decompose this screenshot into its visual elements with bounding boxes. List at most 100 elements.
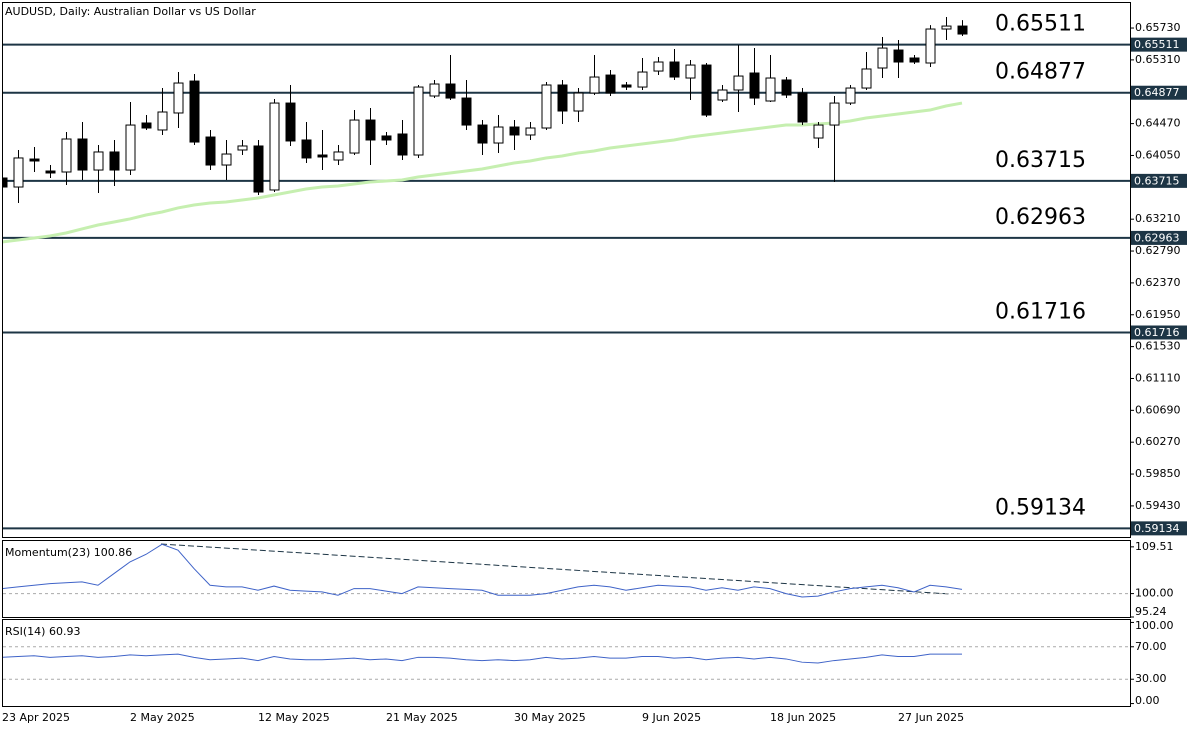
- candle-body: [717, 89, 728, 101]
- candle-body: [365, 119, 376, 141]
- candle-body: [429, 83, 440, 97]
- level-tag: [1131, 173, 1187, 188]
- y-tick-label: 70.00: [1135, 640, 1167, 653]
- level-label: 0.64877: [995, 60, 1086, 85]
- level-tag-label: 0.59134: [1134, 522, 1180, 535]
- candle-body: [765, 77, 776, 102]
- candle-body: [797, 92, 808, 123]
- indicator-line: [3, 543, 963, 598]
- candle-body: [493, 126, 504, 144]
- y-tick-label: 0.63210: [1135, 212, 1181, 225]
- candle-body: [669, 61, 680, 78]
- candle-body: [477, 124, 488, 144]
- candle-body: [237, 145, 248, 151]
- level-tag-label: 0.61716: [1134, 326, 1180, 339]
- x-tick-label: 23 Apr 2025: [2, 711, 70, 724]
- candle-body: [749, 72, 760, 99]
- candle-body: [349, 119, 360, 154]
- y-tick-label: 30.00: [1135, 672, 1167, 685]
- candle-body: [397, 133, 408, 156]
- level-label: 0.63715: [995, 148, 1086, 173]
- candle-body: [877, 47, 888, 69]
- y-tick-label: 0.00: [1135, 694, 1160, 707]
- price-plot: [3, 17, 1130, 530]
- candle-body: [541, 84, 552, 129]
- y-tick-label: 0.62790: [1135, 244, 1181, 257]
- candle-body: [157, 111, 168, 131]
- rsi-frame: [2, 619, 1131, 707]
- candle-body: [573, 92, 584, 112]
- y-tick-label: 0.62370: [1135, 276, 1181, 289]
- candle-body: [93, 151, 104, 171]
- candle-body: [893, 49, 904, 63]
- level-tag-label: 0.65511: [1134, 38, 1180, 51]
- candle-body: [189, 80, 200, 143]
- candle-body: [45, 170, 56, 174]
- x-tick-label: 18 Jun 2025: [770, 711, 836, 724]
- level-tag-label: 0.64877: [1134, 86, 1180, 99]
- y-tick-label: 0.64470: [1135, 117, 1181, 130]
- candle-body: [109, 151, 120, 171]
- candle-body: [605, 74, 616, 94]
- y-tick-label: 0.64050: [1135, 148, 1181, 161]
- candle-body: [3, 177, 8, 188]
- candle-body: [29, 158, 40, 162]
- candle-body: [733, 75, 744, 91]
- candle-body: [845, 87, 856, 104]
- candle-body: [781, 79, 792, 96]
- level-tag: [1131, 230, 1187, 245]
- price-frame: [2, 2, 1131, 538]
- level-label: 0.61716: [995, 300, 1086, 325]
- y-tick-label: 0.61530: [1135, 340, 1181, 353]
- candle-body: [317, 154, 328, 158]
- candle-body: [861, 68, 872, 89]
- y-tick-label: 0.61950: [1135, 308, 1181, 321]
- y-tick-label: 0.60690: [1135, 403, 1181, 416]
- candle-body: [621, 84, 632, 88]
- x-tick-label: 12 May 2025: [258, 711, 330, 724]
- y-tick-label: 100.00: [1135, 587, 1174, 600]
- x-tick-label: 30 May 2025: [514, 711, 586, 724]
- panel-title: AUDUSD, Daily: Australian Dollar vs US D…: [5, 5, 256, 18]
- y-tick-label: 0.60270: [1135, 435, 1181, 448]
- x-tick-label: 27 Jun 2025: [898, 711, 964, 724]
- candle-body: [829, 102, 840, 126]
- candle-body: [589, 76, 600, 94]
- panel-title: Momentum(23) 100.86: [5, 546, 132, 559]
- axes: AUDUSD, Daily: Australian Dollar vs US D…: [2, 5, 1187, 724]
- indicator-line: [3, 653, 963, 664]
- candle-body: [685, 64, 696, 79]
- candle-body: [205, 136, 216, 166]
- candle-body: [701, 64, 712, 116]
- level-label: 0.65511: [995, 12, 1086, 37]
- trend-line: [160, 543, 951, 595]
- candle-body: [285, 102, 296, 142]
- y-tick-label: 95.24: [1135, 605, 1167, 618]
- candle-body: [77, 138, 88, 171]
- candle-body: [173, 82, 184, 114]
- y-tick-label: 109.51: [1135, 540, 1174, 553]
- candle-body: [557, 84, 568, 112]
- candle-body: [269, 102, 280, 191]
- candle-body: [637, 71, 648, 88]
- y-tick-label: 100.00: [1135, 619, 1174, 632]
- candle-body: [333, 151, 344, 161]
- rsi-plot: [3, 646, 1130, 680]
- candle-body: [813, 124, 824, 139]
- x-tick-label: 9 Jun 2025: [642, 711, 701, 724]
- x-tick-label: 21 May 2025: [386, 711, 458, 724]
- y-tick-label: 0.59850: [1135, 467, 1181, 480]
- candle-body: [445, 83, 456, 99]
- level-tag-label: 0.63715: [1134, 174, 1180, 187]
- x-tick-label: 2 May 2025: [130, 711, 195, 724]
- candle-body: [925, 28, 936, 64]
- level-tag: [1131, 325, 1187, 340]
- level-tag-label: 0.62963: [1134, 231, 1180, 244]
- candle-body: [13, 157, 24, 188]
- y-tick-label: 0.65310: [1135, 53, 1181, 66]
- candle-body: [125, 124, 136, 171]
- momentum-plot: [3, 543, 1130, 598]
